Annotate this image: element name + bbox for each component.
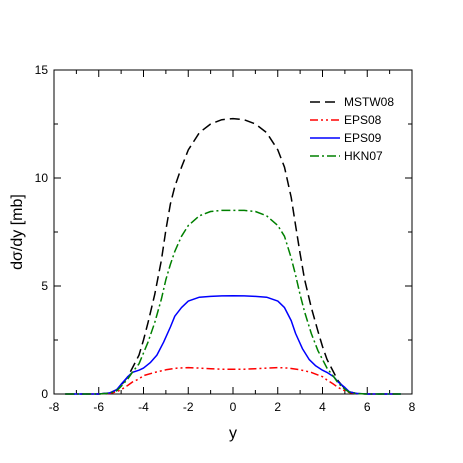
series-line-mstw08: [65, 117, 401, 395]
series-line-eps09: [65, 294, 401, 395]
legend-label-eps08: EPS08: [344, 113, 382, 127]
series-line-hkn07: [65, 209, 401, 395]
x-tick-label: -4: [138, 400, 149, 414]
y-tick-label: 10: [35, 171, 49, 185]
series-layer: [65, 117, 401, 395]
x-tick-label: -2: [183, 400, 194, 414]
x-axis-title: y: [229, 425, 237, 442]
legend: MSTW08 EPS08 EPS09 HKN07: [310, 95, 394, 163]
x-tick-label: 0: [230, 400, 237, 414]
y-tick-label: 5: [41, 279, 48, 293]
series-line-eps08: [65, 366, 401, 395]
x-tick-label: 4: [319, 400, 326, 414]
x-tick-label: 6: [364, 400, 371, 414]
x-tick-label: 2: [274, 400, 281, 414]
x-tick-label: -6: [93, 400, 104, 414]
legend-label-mstw08: MSTW08: [344, 95, 394, 109]
y-tick-label: 0: [41, 387, 48, 401]
x-tick-label: 8: [409, 400, 416, 414]
legend-label-hkn07: HKN07: [344, 149, 383, 163]
legend-label-eps09: EPS09: [344, 131, 382, 145]
y-tick-label: 15: [35, 63, 49, 77]
axis-ticks: -8 -6 -4 -2 0 2 4 6 8 0 5 10 15: [35, 63, 416, 414]
y-axis-title: dσ/dy [mb]: [9, 194, 26, 270]
x-tick-label: -8: [49, 400, 60, 414]
